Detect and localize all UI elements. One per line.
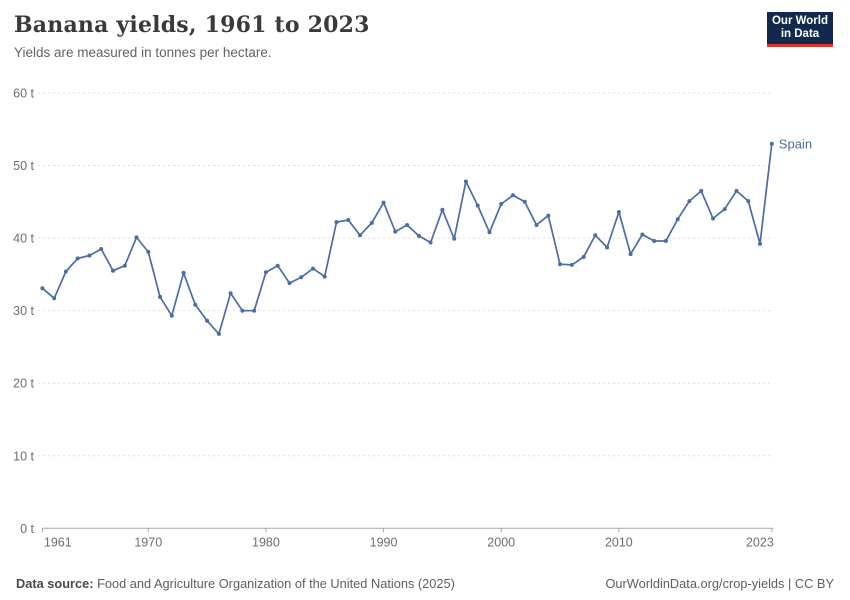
data-source-label: Data source: xyxy=(16,576,94,591)
data-point[interactable] xyxy=(616,210,621,214)
data-point[interactable] xyxy=(546,213,551,218)
data-point[interactable] xyxy=(346,218,351,222)
data-point[interactable] xyxy=(193,302,198,307)
chart-footer: Data source: Food and Agriculture Organi… xyxy=(0,576,850,591)
data-point[interactable] xyxy=(228,291,233,296)
owid-link[interactable]: OurWorldinData.org/crop-yields | CC BY xyxy=(605,576,834,591)
data-point[interactable] xyxy=(52,296,57,301)
data-point[interactable] xyxy=(428,240,433,245)
data-point[interactable] xyxy=(322,274,327,279)
y-tick-label: 0 t xyxy=(20,522,34,536)
data-point[interactable] xyxy=(263,270,268,275)
data-point[interactable] xyxy=(663,239,668,243)
data-point[interactable] xyxy=(158,294,162,299)
y-tick-label: 50 t xyxy=(13,159,34,173)
data-point[interactable] xyxy=(758,241,762,246)
data-point[interactable] xyxy=(722,207,727,212)
data-point[interactable] xyxy=(416,233,421,238)
y-tick-label: 60 t xyxy=(13,87,34,101)
data-point[interactable] xyxy=(581,255,586,259)
y-tick-label: 10 t xyxy=(13,449,34,463)
data-point[interactable] xyxy=(334,220,339,225)
owid-logo-line1: Our World xyxy=(771,15,828,27)
data-point[interactable] xyxy=(75,256,80,261)
x-tick-label: 1990 xyxy=(370,535,398,549)
x-tick-label: 2000 xyxy=(487,535,515,549)
series-label: Spain xyxy=(779,136,812,151)
data-point[interactable] xyxy=(452,236,457,241)
data-point[interactable] xyxy=(746,199,751,204)
data-point[interactable] xyxy=(275,263,280,268)
data-point[interactable] xyxy=(699,188,704,193)
data-point[interactable] xyxy=(205,318,210,323)
chart-canvas: 0 t 10 t 20 t 30 t 40 t 50 t 60 t 1961 1970 1980 1… xyxy=(13,87,812,550)
data-point[interactable] xyxy=(675,217,680,222)
data-point[interactable] xyxy=(287,281,292,286)
x-tick-label: 1980 xyxy=(252,535,280,549)
data-point[interactable] xyxy=(40,286,45,291)
data-point[interactable] xyxy=(534,223,539,227)
data-point[interactable] xyxy=(593,233,598,238)
data-point[interactable] xyxy=(311,266,315,271)
data-point[interactable] xyxy=(605,245,610,250)
owid-logo[interactable]: Our World in Data xyxy=(767,12,833,47)
chart-subtitle: Yields are measured in tonnes per hectar… xyxy=(14,45,272,60)
data-point[interactable] xyxy=(652,239,657,243)
data-point[interactable] xyxy=(63,269,68,274)
chart-title: Banana yields, 1961 to 2023 xyxy=(14,12,370,38)
data-point[interactable] xyxy=(299,275,304,280)
data-point[interactable] xyxy=(769,141,774,146)
data-point[interactable] xyxy=(628,252,633,257)
data-point[interactable] xyxy=(99,247,104,251)
data-point[interactable] xyxy=(687,199,692,204)
data-point[interactable] xyxy=(252,308,257,313)
data-point[interactable] xyxy=(146,249,151,254)
data-point[interactable] xyxy=(463,179,468,184)
data-point[interactable] xyxy=(87,253,92,258)
y-tick-label: 30 t xyxy=(13,304,34,318)
data-point[interactable] xyxy=(711,216,715,221)
owid-logo-line2: in Data xyxy=(780,28,820,40)
data-point[interactable] xyxy=(369,220,374,225)
data-point[interactable] xyxy=(134,235,139,240)
x-tick-label: 1961 xyxy=(44,535,72,549)
data-point[interactable] xyxy=(734,188,739,193)
data-point[interactable] xyxy=(111,268,115,273)
y-tick-label: 20 t xyxy=(13,377,34,391)
data-point[interactable] xyxy=(169,313,174,318)
data-point[interactable] xyxy=(522,199,527,204)
line-chart: 0 t 10 t 20 t 30 t 40 t 50 t 60 t 1961 1970 1980 1… xyxy=(0,85,850,560)
data-source-text: Food and Agriculture Organization of the… xyxy=(93,576,455,591)
x-tick-label: 2010 xyxy=(605,535,633,549)
data-point[interactable] xyxy=(216,331,221,336)
data-source: Data source: Food and Agriculture Organi… xyxy=(16,576,455,591)
data-point[interactable] xyxy=(381,200,386,205)
data-point[interactable] xyxy=(358,233,362,238)
data-point[interactable] xyxy=(122,263,127,268)
data-point[interactable] xyxy=(487,230,492,235)
x-tick-label: 1970 xyxy=(134,535,162,549)
data-point[interactable] xyxy=(240,308,245,313)
data-point[interactable] xyxy=(475,203,480,208)
chart-header: Banana yields, 1961 to 2023 Yields are m… xyxy=(14,12,754,60)
data-point[interactable] xyxy=(499,202,504,206)
data-point[interactable] xyxy=(405,223,410,227)
data-point[interactable] xyxy=(569,262,574,267)
data-point[interactable] xyxy=(393,229,398,234)
data-point[interactable] xyxy=(181,270,186,275)
data-point[interactable] xyxy=(511,193,515,198)
data-point[interactable] xyxy=(440,207,445,212)
y-tick-label: 40 t xyxy=(13,232,34,246)
data-point[interactable] xyxy=(558,262,562,267)
data-point[interactable] xyxy=(640,232,645,237)
series-line[interactable] xyxy=(41,143,773,335)
x-tick-label: 2023 xyxy=(746,535,774,549)
